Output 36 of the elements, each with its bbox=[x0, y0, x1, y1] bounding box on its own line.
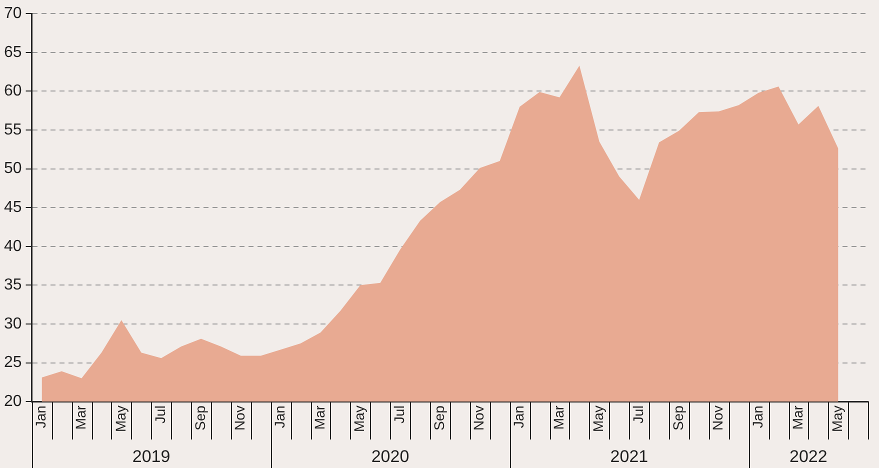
x-tick-label: Mar bbox=[789, 405, 806, 430]
y-tick-label: 55 bbox=[4, 121, 22, 138]
y-tick-label: 45 bbox=[4, 198, 22, 216]
text: 2019 bbox=[132, 447, 170, 466]
x-tick-label: Mar bbox=[550, 405, 566, 430]
x-tick-label: Jan bbox=[272, 406, 288, 428]
x-tick-label: Mar bbox=[311, 405, 328, 430]
y-tick-label: 20 bbox=[4, 392, 22, 410]
text: 2022 bbox=[790, 447, 828, 466]
x-tick-label: Jul bbox=[391, 406, 408, 424]
y-tick-label: 40 bbox=[4, 238, 22, 255]
x-tick-label: Nov bbox=[232, 406, 248, 430]
x-tick-label: Nov bbox=[470, 406, 487, 430]
x-tick-label: Jan bbox=[32, 406, 49, 428]
x-tick-label: Jan bbox=[749, 406, 766, 428]
x-tick-label: Jul bbox=[152, 406, 168, 424]
x-tick-label: Sep bbox=[430, 405, 447, 430]
x-tick-label: Sep bbox=[192, 405, 208, 430]
x-tick-label: Mar bbox=[72, 405, 88, 430]
x-tick-label: May bbox=[351, 406, 368, 432]
y-tick-label: 35 bbox=[4, 276, 22, 294]
y-tick-label: 70 bbox=[4, 5, 22, 22]
y-tick-label: 25 bbox=[4, 354, 22, 372]
x-tick-label: Jan bbox=[510, 406, 527, 428]
y-tick-label: 65 bbox=[4, 44, 22, 61]
x-tick-label: Sep bbox=[670, 405, 686, 430]
y-tick-label: 30 bbox=[4, 315, 22, 332]
text: 2021 bbox=[610, 447, 648, 466]
x-tick-label: Nov bbox=[710, 406, 726, 430]
text: 2020 bbox=[371, 447, 410, 466]
y-tick-label: 50 bbox=[4, 160, 22, 178]
x-tick-label: May bbox=[590, 406, 606, 432]
x-tick-label: May bbox=[829, 406, 846, 432]
x-tick-label: Jul bbox=[630, 406, 646, 424]
y-tick-label: 60 bbox=[4, 82, 22, 100]
x-tick-label: May bbox=[112, 406, 128, 432]
